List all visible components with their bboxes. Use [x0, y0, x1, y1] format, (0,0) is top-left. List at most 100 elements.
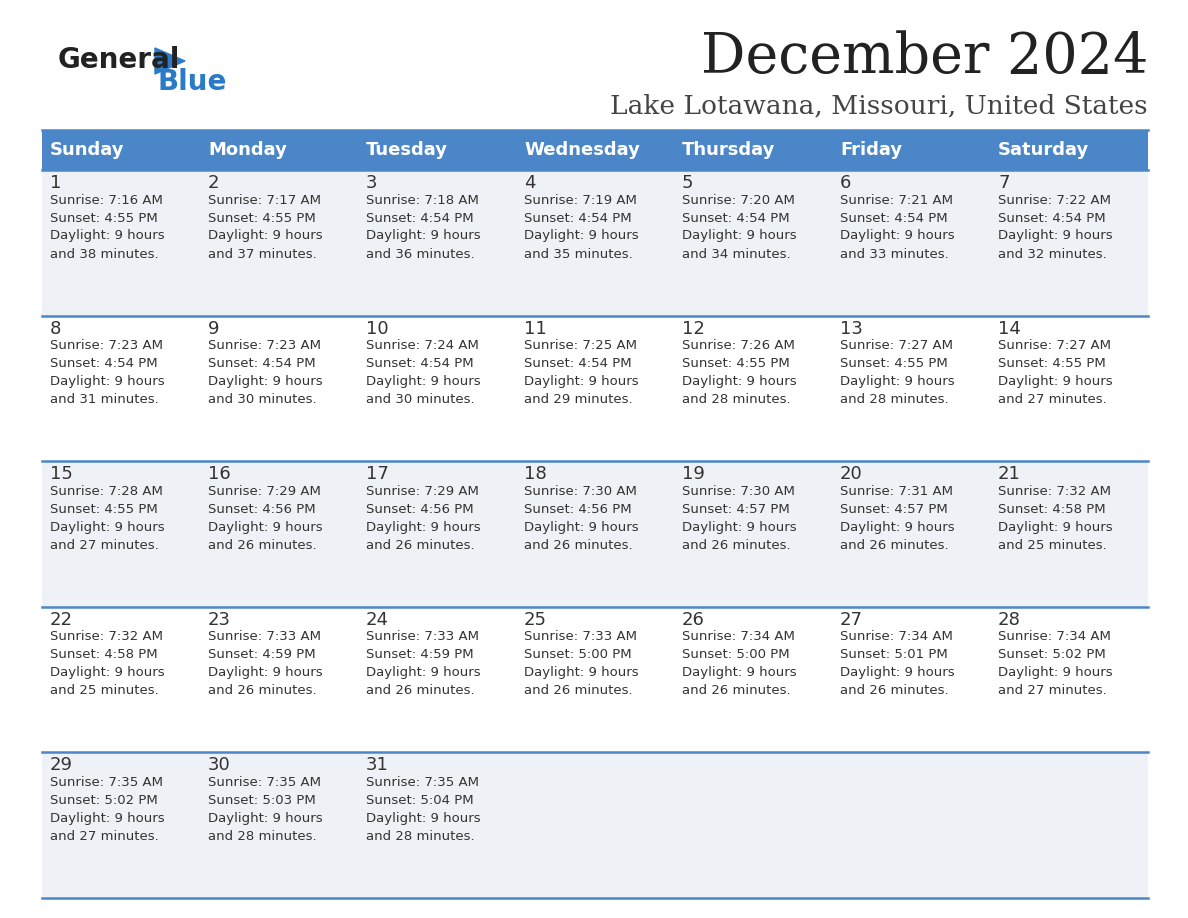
- Text: Daylight: 9 hours: Daylight: 9 hours: [998, 230, 1113, 242]
- Text: 12: 12: [682, 319, 704, 338]
- Text: Daylight: 9 hours: Daylight: 9 hours: [366, 812, 481, 825]
- Text: Sunrise: 7:35 AM: Sunrise: 7:35 AM: [366, 776, 479, 789]
- Text: Sunrise: 7:29 AM: Sunrise: 7:29 AM: [208, 485, 321, 498]
- Text: Sunrise: 7:22 AM: Sunrise: 7:22 AM: [998, 194, 1111, 207]
- Text: 13: 13: [840, 319, 862, 338]
- Text: and 28 minutes.: and 28 minutes.: [682, 393, 791, 406]
- Text: Daylight: 9 hours: Daylight: 9 hours: [50, 375, 165, 388]
- Text: 17: 17: [366, 465, 388, 483]
- Text: Daylight: 9 hours: Daylight: 9 hours: [682, 521, 797, 533]
- Text: Sunset: 5:02 PM: Sunset: 5:02 PM: [998, 648, 1106, 661]
- Text: and 27 minutes.: and 27 minutes.: [998, 393, 1107, 406]
- Text: Sunrise: 7:27 AM: Sunrise: 7:27 AM: [840, 339, 953, 353]
- Text: Daylight: 9 hours: Daylight: 9 hours: [524, 230, 639, 242]
- Text: Sunrise: 7:23 AM: Sunrise: 7:23 AM: [50, 339, 163, 353]
- Text: 19: 19: [682, 465, 704, 483]
- Text: and 32 minutes.: and 32 minutes.: [998, 248, 1107, 261]
- Text: Daylight: 9 hours: Daylight: 9 hours: [682, 666, 797, 679]
- Text: 18: 18: [524, 465, 546, 483]
- Text: Sunrise: 7:29 AM: Sunrise: 7:29 AM: [366, 485, 479, 498]
- Text: and 30 minutes.: and 30 minutes.: [366, 393, 475, 406]
- Text: Saturday: Saturday: [998, 141, 1089, 159]
- Bar: [42, 753, 1148, 898]
- Text: and 26 minutes.: and 26 minutes.: [682, 539, 791, 552]
- Text: and 25 minutes.: and 25 minutes.: [998, 539, 1107, 552]
- Text: Lake Lotawana, Missouri, United States: Lake Lotawana, Missouri, United States: [611, 94, 1148, 118]
- Text: 2: 2: [208, 174, 220, 192]
- Text: Daylight: 9 hours: Daylight: 9 hours: [50, 521, 165, 533]
- Text: and 38 minutes.: and 38 minutes.: [50, 248, 159, 261]
- Text: Sunset: 4:58 PM: Sunset: 4:58 PM: [998, 503, 1106, 516]
- Bar: [42, 461, 1148, 607]
- Text: Sunrise: 7:30 AM: Sunrise: 7:30 AM: [524, 485, 637, 498]
- Text: and 33 minutes.: and 33 minutes.: [840, 248, 949, 261]
- Text: and 26 minutes.: and 26 minutes.: [208, 539, 317, 552]
- Text: 15: 15: [50, 465, 72, 483]
- Text: 29: 29: [50, 756, 72, 775]
- Text: Sunset: 5:01 PM: Sunset: 5:01 PM: [840, 648, 948, 661]
- Bar: [42, 170, 1148, 316]
- Text: Daylight: 9 hours: Daylight: 9 hours: [840, 230, 955, 242]
- Text: Daylight: 9 hours: Daylight: 9 hours: [366, 666, 481, 679]
- Text: and 26 minutes.: and 26 minutes.: [366, 539, 475, 552]
- Text: Sunset: 4:55 PM: Sunset: 4:55 PM: [840, 357, 948, 370]
- Text: Sunset: 4:59 PM: Sunset: 4:59 PM: [366, 648, 474, 661]
- Text: 3: 3: [366, 174, 378, 192]
- Text: and 26 minutes.: and 26 minutes.: [840, 539, 949, 552]
- Text: and 34 minutes.: and 34 minutes.: [682, 248, 791, 261]
- Text: Sunrise: 7:19 AM: Sunrise: 7:19 AM: [524, 194, 637, 207]
- Text: and 26 minutes.: and 26 minutes.: [208, 684, 317, 698]
- Text: 25: 25: [524, 610, 546, 629]
- Text: 16: 16: [208, 465, 230, 483]
- Text: and 25 minutes.: and 25 minutes.: [50, 684, 159, 698]
- Text: Sunset: 4:56 PM: Sunset: 4:56 PM: [208, 503, 316, 516]
- Text: Sunset: 4:54 PM: Sunset: 4:54 PM: [366, 211, 474, 225]
- Text: and 26 minutes.: and 26 minutes.: [366, 684, 475, 698]
- Text: Daylight: 9 hours: Daylight: 9 hours: [682, 375, 797, 388]
- Text: Sunrise: 7:26 AM: Sunrise: 7:26 AM: [682, 339, 795, 353]
- Text: Daylight: 9 hours: Daylight: 9 hours: [208, 812, 323, 825]
- Text: General: General: [58, 46, 181, 74]
- Text: Monday: Monday: [208, 141, 286, 159]
- Text: and 28 minutes.: and 28 minutes.: [840, 393, 949, 406]
- Text: Sunset: 5:00 PM: Sunset: 5:00 PM: [524, 648, 632, 661]
- Text: and 35 minutes.: and 35 minutes.: [524, 248, 633, 261]
- Text: Sunrise: 7:24 AM: Sunrise: 7:24 AM: [366, 339, 479, 353]
- Text: Sunset: 4:55 PM: Sunset: 4:55 PM: [998, 357, 1106, 370]
- Text: Sunrise: 7:23 AM: Sunrise: 7:23 AM: [208, 339, 321, 353]
- Text: Daylight: 9 hours: Daylight: 9 hours: [50, 666, 165, 679]
- Text: Sunset: 4:59 PM: Sunset: 4:59 PM: [208, 648, 316, 661]
- Text: Wednesday: Wednesday: [524, 141, 640, 159]
- Text: 28: 28: [998, 610, 1020, 629]
- Text: Sunrise: 7:35 AM: Sunrise: 7:35 AM: [208, 776, 321, 789]
- Text: Daylight: 9 hours: Daylight: 9 hours: [524, 375, 639, 388]
- Text: and 27 minutes.: and 27 minutes.: [998, 684, 1107, 698]
- Text: Sunrise: 7:31 AM: Sunrise: 7:31 AM: [840, 485, 953, 498]
- Text: and 37 minutes.: and 37 minutes.: [208, 248, 317, 261]
- Text: Thursday: Thursday: [682, 141, 776, 159]
- Text: Sunrise: 7:27 AM: Sunrise: 7:27 AM: [998, 339, 1111, 353]
- Text: Daylight: 9 hours: Daylight: 9 hours: [998, 666, 1113, 679]
- Text: Sunrise: 7:32 AM: Sunrise: 7:32 AM: [998, 485, 1111, 498]
- Text: Sunset: 4:54 PM: Sunset: 4:54 PM: [50, 357, 158, 370]
- Text: and 29 minutes.: and 29 minutes.: [524, 393, 633, 406]
- Text: Sunrise: 7:34 AM: Sunrise: 7:34 AM: [840, 631, 953, 644]
- Polygon shape: [154, 48, 185, 74]
- Text: Sunrise: 7:17 AM: Sunrise: 7:17 AM: [208, 194, 321, 207]
- Text: Sunrise: 7:35 AM: Sunrise: 7:35 AM: [50, 776, 163, 789]
- Text: Sunrise: 7:20 AM: Sunrise: 7:20 AM: [682, 194, 795, 207]
- Text: Sunrise: 7:25 AM: Sunrise: 7:25 AM: [524, 339, 637, 353]
- Bar: [42, 130, 1148, 170]
- Text: 27: 27: [840, 610, 862, 629]
- Text: 22: 22: [50, 610, 72, 629]
- Text: Daylight: 9 hours: Daylight: 9 hours: [840, 375, 955, 388]
- Text: and 28 minutes.: and 28 minutes.: [366, 830, 475, 843]
- Text: Friday: Friday: [840, 141, 902, 159]
- Text: Sunset: 4:56 PM: Sunset: 4:56 PM: [366, 503, 474, 516]
- Text: Sunrise: 7:32 AM: Sunrise: 7:32 AM: [50, 631, 163, 644]
- Text: Sunset: 5:02 PM: Sunset: 5:02 PM: [50, 794, 158, 807]
- Text: Daylight: 9 hours: Daylight: 9 hours: [682, 230, 797, 242]
- Text: Daylight: 9 hours: Daylight: 9 hours: [366, 230, 481, 242]
- Text: December 2024: December 2024: [701, 30, 1148, 85]
- Text: Sunset: 4:54 PM: Sunset: 4:54 PM: [524, 211, 632, 225]
